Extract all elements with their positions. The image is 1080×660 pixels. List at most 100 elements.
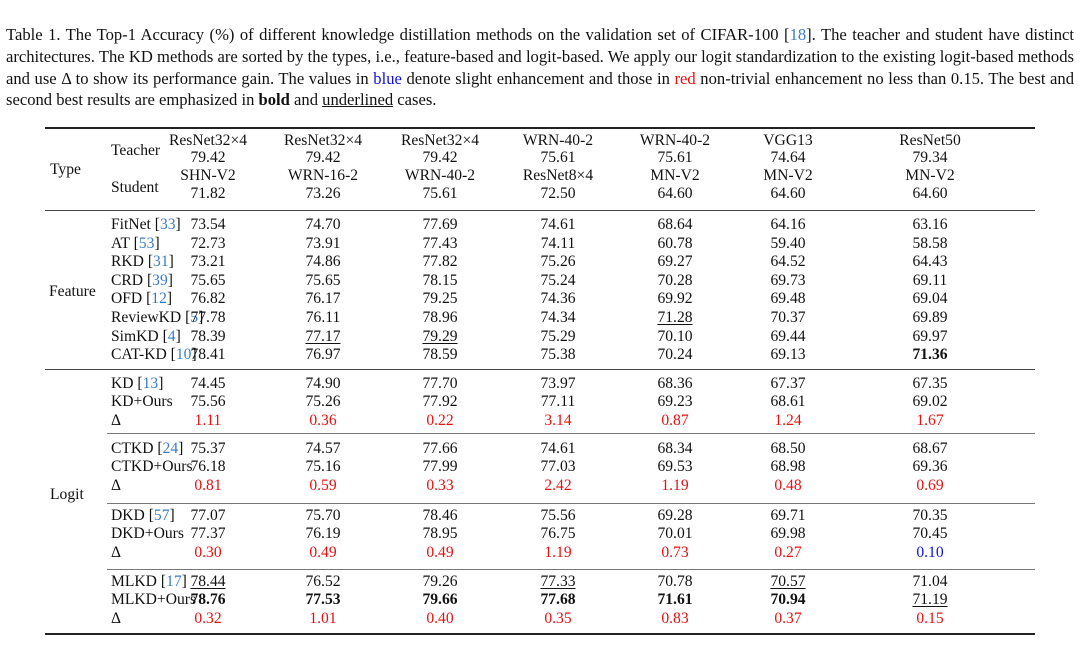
method-name: CRD [39] [111,271,173,289]
student-accuracy: 64.60 [657,185,693,202]
accuracy-value: 77.82 [422,253,458,271]
accuracy-value: 70.24 [657,346,693,364]
accuracy-value: 71.36 [912,346,948,364]
accuracy-value: 0.10 [916,543,944,561]
accuracy-value: 1.11 [194,411,222,429]
accuracy-value: 77.07 [190,507,226,524]
method-name: CAT-KD [10] [111,346,197,364]
method-name: Δ [111,477,121,495]
accuracy-value: 78.95 [422,525,458,543]
method-name: MLKD [17] [111,573,187,590]
accuracy-value: 70.45 [912,525,948,543]
citation-link[interactable]: 5 [190,309,199,326]
citation-link[interactable]: 33 [159,216,176,233]
accuracy-value: 75.37 [190,440,226,457]
teacher-accuracy: 74.64 [770,149,806,166]
accuracy-value: 78.39 [190,327,226,345]
accuracy-value: 77.78 [190,309,226,326]
method-label: Δ [111,543,122,561]
accuracy-value: 0.36 [309,411,337,429]
teacher-model: WRN-40-2 [639,132,711,149]
accuracy-value: 74.86 [305,253,341,271]
accuracy-value: 74.61 [540,216,576,233]
accuracy-value: 77.70 [422,375,458,392]
method-label: CTKD [111,440,154,457]
teacher-model: VGG13 [763,132,813,149]
type-logit: Logit [50,486,84,503]
accuracy-value: 69.13 [770,346,806,364]
accuracy-value: 0.73 [661,543,689,561]
accuracy-value: 72.73 [190,234,226,252]
teacher-accuracy: 79.34 [912,149,948,166]
citation-link[interactable]: 4 [167,327,176,345]
accuracy-value: 0.81 [194,476,222,494]
accuracy-value: 70.01 [657,525,693,543]
accuracy-value: 77.92 [422,393,458,411]
method-name: RKD [31] [111,253,174,271]
citation-link[interactable]: 17 [166,573,182,590]
table-rule [45,127,1035,129]
accuracy-value: 77.99 [422,458,458,476]
accuracy-value: 69.97 [912,327,948,345]
accuracy-value: 1.01 [309,609,337,627]
accuracy-value: 74.61 [540,440,576,457]
student-model: MN-V2 [763,167,813,184]
method-label: Δ [111,476,122,494]
accuracy-value: 77.68 [540,591,576,609]
accuracy-value: 0.35 [544,609,572,627]
accuracy-value: 0.49 [309,543,337,561]
accuracy-value: 67.37 [770,375,806,392]
method-name: DKD [57] [111,507,175,524]
accuracy-value: 67.35 [912,375,948,392]
accuracy-value: 69.71 [770,507,806,524]
method-name: SimKD [4] [111,327,181,345]
accuracy-value: 71.04 [912,573,948,590]
accuracy-value: 79.66 [422,591,458,609]
accuracy-value: 77.69 [422,216,458,233]
accuracy-value: 73.21 [190,253,226,271]
accuracy-value: 75.16 [305,458,341,476]
citation-link[interactable]: 31 [153,253,169,271]
citation-link[interactable]: 53 [138,234,155,252]
accuracy-value: 0.40 [426,609,454,627]
teacher-accuracy: 75.61 [540,149,576,166]
method-label: OFD [111,290,143,308]
accuracy-value: 75.56 [190,393,226,411]
accuracy-value: 68.61 [770,393,806,411]
citation-link[interactable]: 18 [789,25,807,44]
accuracy-value: 78.96 [422,309,458,326]
citation-link[interactable]: 24 [162,440,179,457]
teacher-model: ResNet32×4 [168,132,248,149]
accuracy-value: 75.26 [305,393,341,411]
accuracy-value: 70.78 [657,573,693,590]
citation-link[interactable]: 10 [175,346,192,364]
accuracy-value: 64.16 [770,216,806,233]
citation-link[interactable]: 12 [151,290,167,308]
accuracy-value: 76.97 [305,346,341,364]
accuracy-value: 0.32 [194,609,222,627]
method-name: KD+Ours [111,393,173,411]
student-model: MN-V2 [905,167,955,184]
method-name: Δ [111,610,121,628]
accuracy-value: 75.38 [540,346,576,364]
accuracy-value: 58.58 [912,234,948,252]
accuracy-value: 76.52 [305,573,341,590]
accuracy-value: 70.28 [657,271,693,289]
accuracy-value: 75.56 [540,507,576,524]
citation-link[interactable]: 57 [153,507,170,524]
accuracy-value: 69.48 [770,290,806,308]
student-model: ResNet8×4 [522,167,594,184]
accuracy-value: 0.87 [661,411,689,429]
accuracy-value: 79.26 [422,573,458,590]
accuracy-value: 70.94 [770,591,806,609]
citation-link[interactable]: 39 [152,271,168,289]
citation-link[interactable]: 13 [142,375,159,392]
teacher-accuracy: 79.42 [305,149,341,166]
method-name: MLKD+Ours [111,591,196,609]
student-accuracy: 64.60 [770,185,806,202]
accuracy-value: 74.57 [305,440,341,457]
accuracy-value: 79.25 [422,290,458,308]
teacher-accuracy: 79.42 [422,149,458,166]
accuracy-value: 75.29 [540,327,576,345]
accuracy-value: 3.14 [544,411,572,429]
